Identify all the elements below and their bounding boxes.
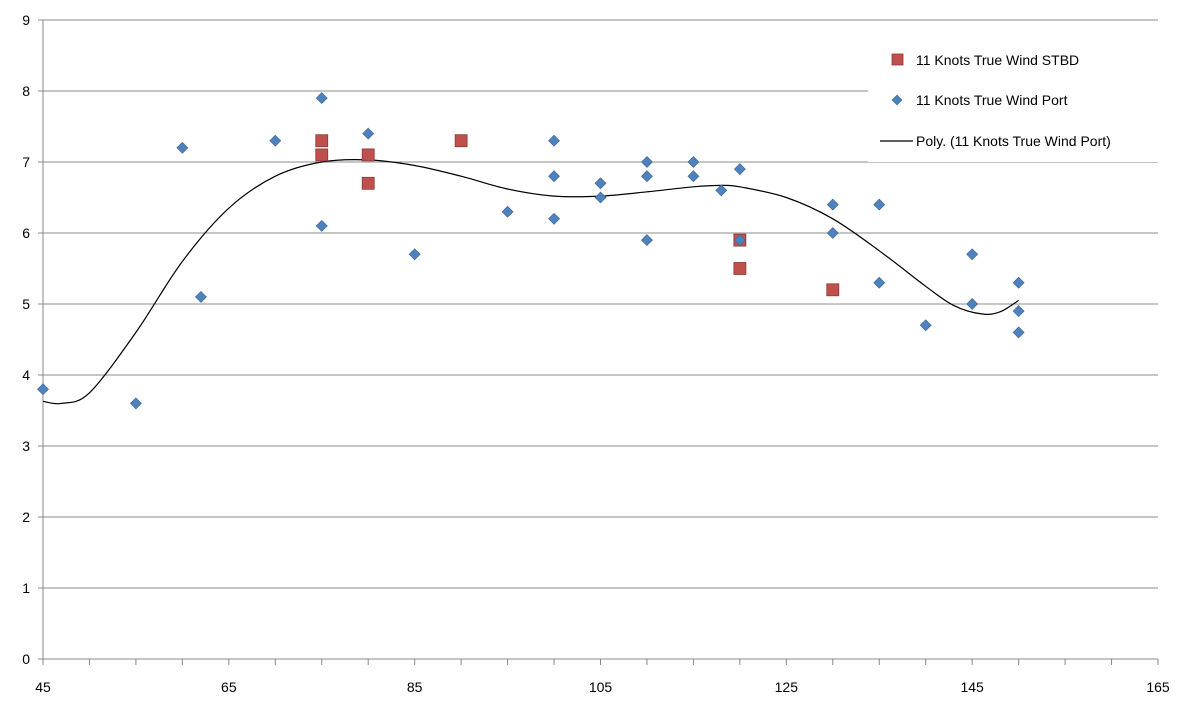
y-tick-label: 1 [22,580,30,596]
series-poly-trendline [42,158,1019,405]
point-port [594,191,607,204]
point-port [966,248,979,261]
point-port [873,198,886,211]
y-tick-label: 2 [22,509,30,525]
trendline-path [42,158,1019,405]
point-port [715,184,728,197]
point-stbd [826,283,840,297]
point-stbd [315,148,329,162]
point-stbd [315,134,329,148]
legend: 11 Knots True Wind STBD 11 Knots True Wi… [868,38,1158,162]
legend-label-poly: Poly. (11 Knots True Wind Port) [916,133,1111,149]
point-stbd [361,148,375,162]
point-port [919,319,932,332]
point-port [826,227,839,239]
point-port [873,276,886,289]
point-port [501,205,514,218]
point-port [548,170,560,183]
y-tick-label: 6 [22,225,30,241]
point-port [548,212,560,225]
y-tick-label: 9 [22,12,30,28]
point-port [315,219,328,232]
point-port [1012,326,1025,339]
legend-item-stbd: 11 Knots True Wind STBD [891,52,1079,68]
series-layer [37,92,1025,410]
point-port [195,290,207,303]
point-port [176,141,189,154]
x-tick-label: 85 [407,679,423,695]
y-tick-label: 3 [22,438,30,454]
point-stbd [361,176,375,190]
point-port [37,383,49,396]
x-tick-label: 45 [35,679,51,695]
point-port [548,134,560,147]
point-port [687,170,700,183]
y-axis-ticks: 0 1 2 3 4 5 6 7 8 9 [22,12,43,667]
series-stbd [315,134,840,297]
legend-label-port: 11 Knots True Wind Port [916,92,1068,108]
point-port [269,134,282,147]
point-port [966,298,979,310]
legend-background [868,38,1158,162]
point-stbd [733,262,747,275]
point-port [826,198,839,211]
point-port [733,234,746,247]
x-axis-ticks: 45 65 85 105 125 145 165 [35,659,1170,695]
point-port [129,397,142,410]
point-port [1012,276,1025,289]
y-tick-label: 7 [22,154,30,170]
point-port [641,170,653,183]
legend-label-stbd: 11 Knots True Wind STBD [916,52,1079,68]
x-tick-label: 165 [1146,679,1170,695]
point-port [641,156,653,168]
point-port [733,163,746,176]
point-port [1012,305,1025,318]
y-tick-label: 0 [22,651,30,667]
legend-diamond-marker [891,94,903,106]
x-tick-label: 65 [221,679,237,695]
point-port [687,156,700,168]
point-port [641,234,653,247]
y-tick-label: 8 [22,83,30,99]
y-tick-label: 5 [22,296,30,312]
x-tick-label: 105 [589,679,613,695]
series-port [37,92,1025,410]
legend-square-marker [891,53,904,66]
legend-item-port: 11 Knots True Wind Port [891,92,1068,108]
point-port [315,92,328,105]
x-tick-label: 125 [775,679,799,695]
y-tick-label: 4 [22,367,30,383]
point-port [408,248,421,261]
point-port [594,177,607,190]
point-port [362,127,375,140]
legend-item-poly: Poly. (11 Knots True Wind Port) [880,133,1111,149]
x-tick-label: 145 [960,679,984,695]
point-stbd [454,134,468,148]
gridlines [43,19,1158,589]
